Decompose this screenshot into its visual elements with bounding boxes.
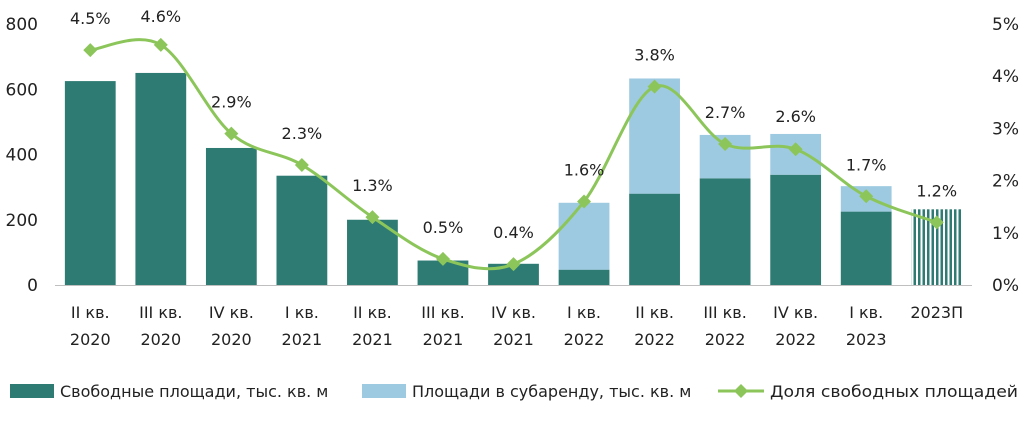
x-tick-label: II кв. 2021 [352,303,393,349]
share-data-label: 2.3% [282,124,323,143]
share-point [788,142,803,157]
y-right-tick-label: 0% [992,276,1019,296]
x-axis: II кв. 2020 III кв. 2020 IV кв. 2020 I кв. 2021… [70,303,963,349]
bar-free-space [770,174,822,285]
share-point [506,257,521,272]
share-data-label: 1.7% [846,155,887,174]
x-tick-label: I кв. 2021 [282,303,323,349]
bar-free-space [558,269,610,285]
x-tick-label: IV кв. 2020 [209,303,254,349]
legend-marker-share [734,384,748,398]
share-line [83,37,944,272]
share-point [294,157,309,172]
bar-sublease [629,78,680,194]
share-point [718,137,733,152]
y-axis-right: 0% 1% 2% 3% 4% 5% [992,15,1019,296]
share-data-label: 2.7% [705,103,746,122]
y-right-tick-label: 1% [992,224,1019,244]
x-tick-label: IV кв. 2022 [773,303,818,349]
y-left-tick-label: 600 [6,80,38,100]
legend: Свободные площади, тыс. кв. м Площади в с… [10,382,1018,401]
share-data-label: 0.5% [423,218,464,237]
share-data-label: 2.9% [211,93,252,112]
y-axis-left: 0 200 400 600 800 [6,15,38,296]
legend-label-sublease: Площади в субаренду, тыс. кв. м [412,382,691,401]
bar-free-space [629,193,680,285]
share-point [577,194,592,209]
y-right-tick-label: 4% [992,67,1019,87]
share-point [859,189,874,204]
bar-free-space [699,178,751,285]
y-left-tick-label: 0 [27,276,38,296]
share-point [929,215,944,230]
x-tick-label: IV кв. 2021 [491,303,536,349]
share-point [153,37,168,52]
bar-free-space [64,81,116,285]
y-left-tick-label: 800 [6,15,38,35]
y-right-tick-label: 5% [992,15,1019,35]
legend-swatch-free [10,384,54,398]
bar-free-space [276,175,328,285]
legend-label-free: Свободные площади, тыс. кв. м [60,382,328,401]
share-point [647,79,662,94]
y-right-tick-label: 2% [992,172,1019,192]
share-data-label: 4.6% [140,7,181,26]
share-point [224,126,239,141]
y-left-tick-label: 200 [6,211,38,231]
bar-sublease [558,202,610,270]
share-data-label: 1.3% [352,176,393,195]
share-point [83,43,98,58]
legend-label-share: Доля свободных площадей [770,382,1018,401]
x-tick-label: II кв. 2020 [70,303,111,349]
x-tick-label: III кв. 2020 [139,303,182,349]
share-data-label: 1.2% [916,181,957,200]
bar-free-space [840,211,892,285]
legend-swatch-sublease [362,384,406,398]
share-data-label: 0.4% [493,223,534,242]
x-tick-label: II кв. 2022 [634,303,675,349]
x-tick-label: 2023П [910,303,963,322]
share-data-label: 4.5% [70,9,111,28]
x-tick-label: III кв. 2021 [421,303,464,349]
share-data-label: 3.8% [634,46,675,65]
bar-free-space [135,72,187,285]
x-tick-label: I кв. 2022 [564,303,605,349]
share-point [435,251,450,266]
y-right-tick-label: 3% [992,119,1019,139]
data-labels: 4.5% 4.6% 2.9% 2.3% 1.3% 0.5% 0.4% 1.6% 3.8% 2.7%… [70,7,957,242]
bars [55,72,972,286]
bar-free-space [347,219,398,285]
y-left-tick-label: 400 [6,146,38,166]
share-point [365,210,380,225]
share-data-label: 2.6% [775,107,816,126]
bar-free-space [205,147,257,285]
x-tick-label: III кв. 2022 [703,303,746,349]
share-data-label: 1.6% [564,160,605,179]
x-tick-label: I кв. 2023 [846,303,887,349]
